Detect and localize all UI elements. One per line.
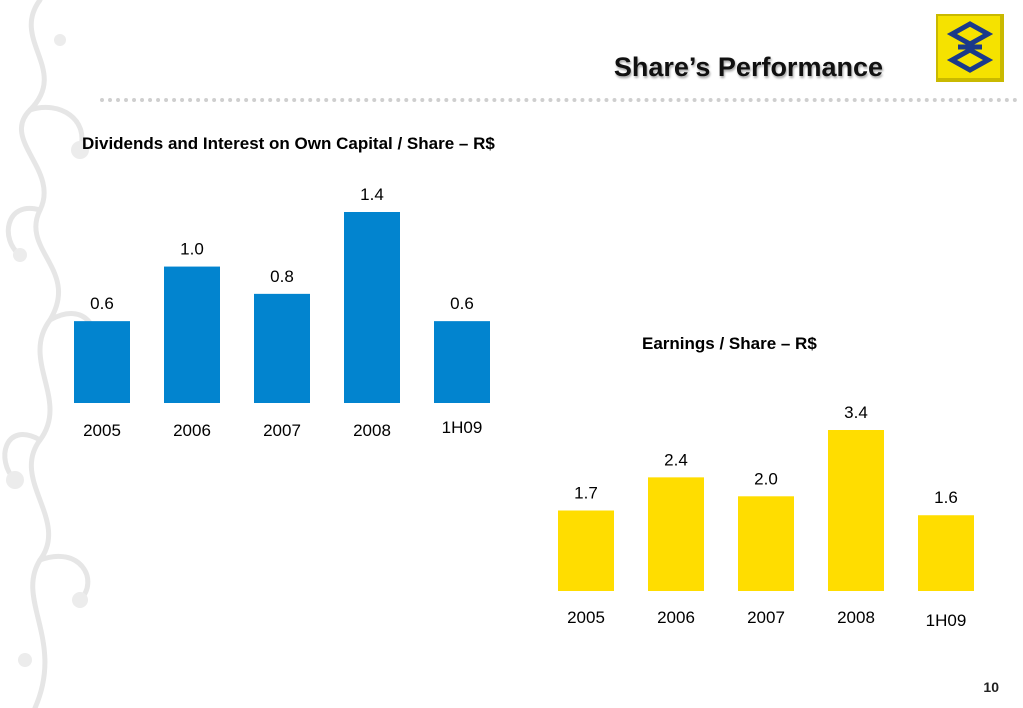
data-label: 1.0 (180, 240, 204, 259)
data-label: 0.6 (90, 294, 114, 313)
bar-2008 (344, 212, 400, 403)
bar-2005 (74, 321, 130, 403)
data-label: 1.6 (934, 488, 958, 507)
category-label: 2007 (747, 608, 785, 627)
category-label: 2005 (83, 421, 121, 440)
bar-2005 (558, 510, 614, 591)
header-divider (100, 98, 1018, 102)
eps-chart-title: Earnings / Share – R$ (642, 334, 817, 353)
bar-2007 (254, 293, 310, 403)
bar-1h09 (918, 515, 974, 591)
category-label: 2005 (567, 608, 605, 627)
category-label: 2008 (353, 421, 391, 440)
bar-2006 (648, 477, 704, 591)
floral-decoration (2, 0, 98, 708)
category-label: 2007 (263, 421, 301, 440)
data-label: 1.7 (574, 484, 598, 503)
data-label: 2.4 (664, 450, 688, 469)
data-label: 2.0 (754, 469, 778, 488)
bar-2008 (828, 430, 884, 591)
category-label: 1H09 (926, 611, 967, 630)
data-label: 1.4 (360, 185, 384, 204)
dividends-chart-title: Dividends and Interest on Own Capital / … (82, 134, 495, 153)
category-label: 2006 (173, 421, 211, 440)
data-label: 0.6 (450, 294, 474, 313)
bar-2006 (164, 266, 220, 403)
category-label: 2006 (657, 608, 695, 627)
page-number: 10 (983, 679, 999, 695)
category-label: 2008 (837, 608, 875, 627)
page-title: Share’s Performance (613, 52, 883, 82)
data-label: 3.4 (844, 403, 868, 422)
category-label: 1H09 (442, 418, 483, 437)
data-label: 0.8 (270, 267, 294, 286)
bank-logo (936, 14, 1004, 82)
bar-2007 (738, 496, 794, 591)
bar-1h09 (434, 321, 490, 403)
